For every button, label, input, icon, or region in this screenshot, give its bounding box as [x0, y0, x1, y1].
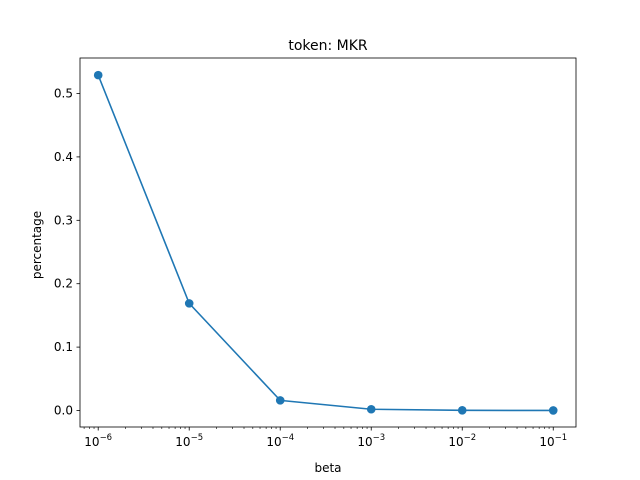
- y-tick-label: 0.5: [54, 87, 73, 101]
- x-tick-label: 10−6: [84, 433, 112, 449]
- data-point: [457, 406, 467, 415]
- x-tick-label: 10−5: [175, 433, 203, 449]
- plot-area: 10−6 10−5 10−4 10−3 10−2 10−1 0.0 0.1 0.2 0.3 0.4 0…: [54, 57, 577, 449]
- series-line: [97, 74, 554, 412]
- x-tick-label: 10−3: [357, 433, 385, 449]
- data-point: [184, 299, 194, 308]
- data-point: [366, 404, 376, 414]
- y-axis-label: percentage: [30, 211, 44, 279]
- y-tick-label: 0.1: [54, 340, 73, 354]
- data-point: [548, 406, 558, 415]
- y-tick-label: 0.4: [54, 150, 73, 164]
- axes-frame: [79, 57, 577, 428]
- data-point: [275, 396, 285, 405]
- x-tick-label: 10−4: [266, 433, 294, 449]
- x-axis-label: beta: [314, 461, 341, 475]
- x-tick-label: 10−1: [539, 433, 567, 449]
- data-point: [93, 70, 103, 80]
- y-tick-label: 0.3: [54, 213, 73, 227]
- y-tick-label: 0.2: [54, 277, 73, 291]
- y-tick-label: 0.0: [54, 404, 73, 418]
- chart-title: token: MKR: [288, 38, 368, 54]
- x-tick-label: 10−2: [448, 433, 476, 449]
